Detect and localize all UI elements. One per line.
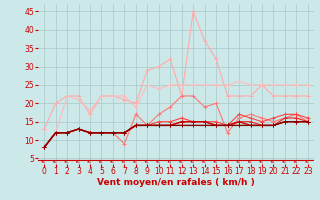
X-axis label: Vent moyen/en rafales ( km/h ): Vent moyen/en rafales ( km/h ) bbox=[97, 178, 255, 187]
